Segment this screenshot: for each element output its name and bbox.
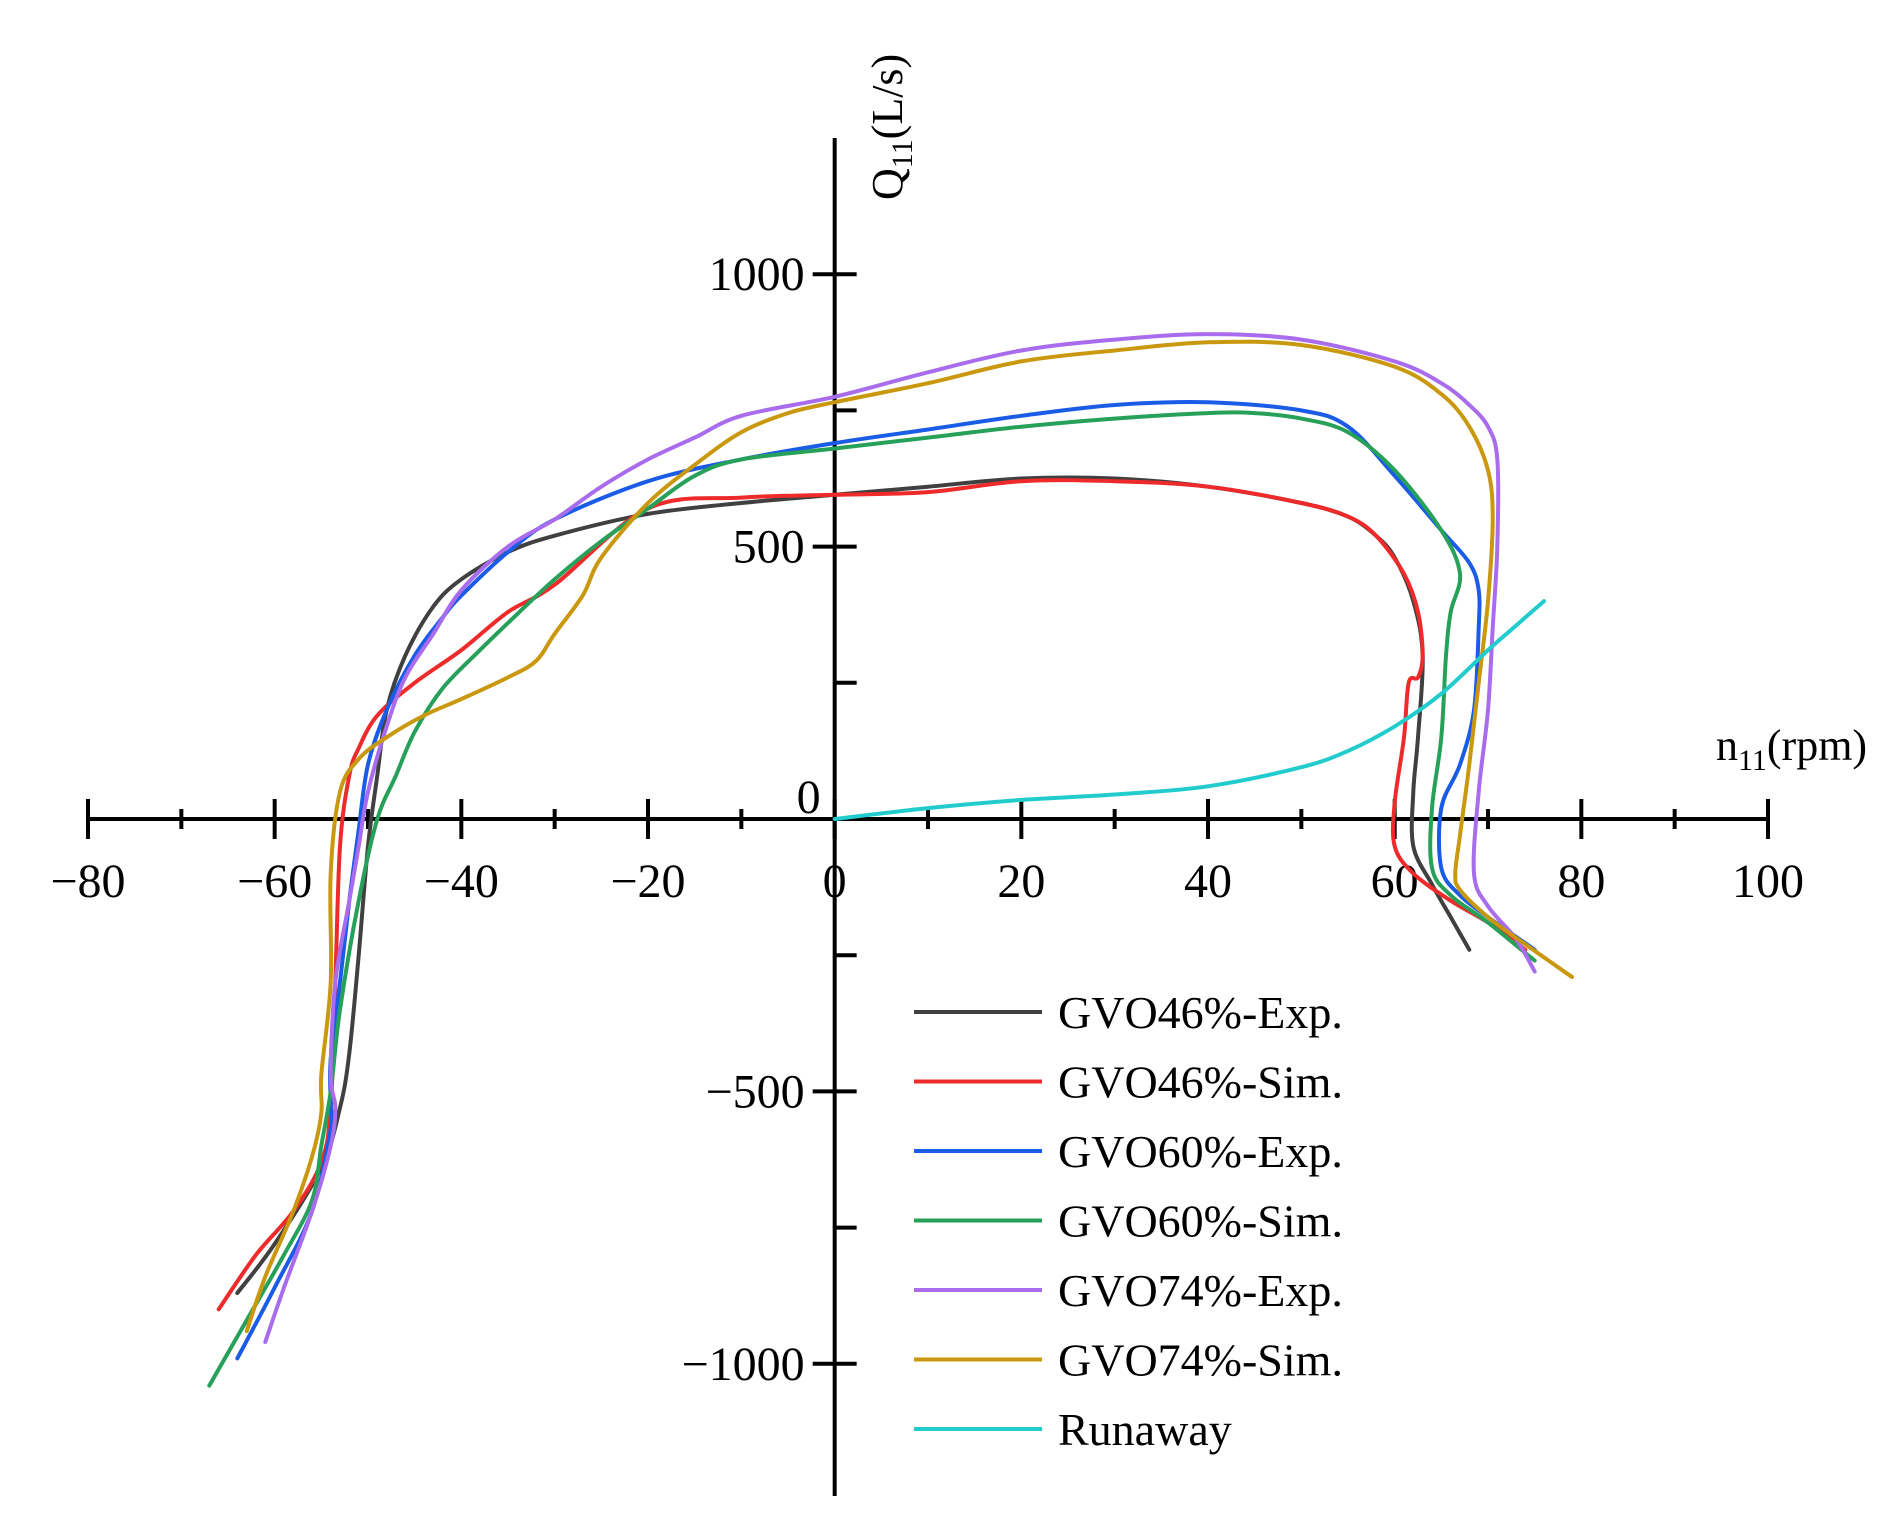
legend-label-gvo60-sim: GVO60%-Sim. bbox=[1058, 1196, 1343, 1247]
ticks: −80 −60 −40 −20 0 20 40 60 80 100 −1000 −500 0 500 100… bbox=[50, 248, 1804, 1391]
y-axis-title-subscript: 11 bbox=[886, 139, 919, 168]
x-tick-label: 80 bbox=[1557, 855, 1605, 908]
x-axis-title-unit: (rpm) bbox=[1767, 721, 1867, 770]
x-tick-label: −20 bbox=[610, 855, 685, 908]
series-line-gvo46-sim bbox=[216, 478, 1528, 1312]
series-layer bbox=[207, 332, 1574, 1388]
x-tick-label: −60 bbox=[237, 855, 312, 908]
legend: GVO46%-Exp. GVO46%-Sim. GVO60%-Exp. GVO60%-… bbox=[914, 987, 1343, 1455]
series-line-runaway bbox=[832, 599, 1546, 821]
legend-label-gvo60-exp: GVO60%-Exp. bbox=[1058, 1126, 1343, 1177]
x-tick-label: −80 bbox=[50, 855, 125, 908]
y-tick-label: 1000 bbox=[709, 248, 805, 301]
y-tick-label: 0 bbox=[797, 771, 821, 824]
x-axis-title-subscript: 11 bbox=[1738, 744, 1767, 777]
legend-label-gvo46-exp: GVO46%-Exp. bbox=[1058, 987, 1343, 1038]
y-axis-title-unit: (L/s) bbox=[863, 54, 912, 140]
legend-label-gvo46-sim: GVO46%-Sim. bbox=[1058, 1057, 1343, 1108]
series-line-gvo74-exp bbox=[263, 332, 1537, 1344]
x-tick-label: 100 bbox=[1732, 855, 1804, 908]
y-axis-title: Q11(L/s) bbox=[863, 54, 919, 200]
x-axis-title-main: n bbox=[1716, 721, 1738, 770]
legend-label-gvo74-exp: GVO74%-Exp. bbox=[1058, 1265, 1343, 1316]
legend-label-gvo74-sim: GVO74%-Sim. bbox=[1058, 1335, 1343, 1386]
y-tick-label: −500 bbox=[706, 1065, 805, 1118]
y-axis-title-main: Q bbox=[863, 168, 912, 200]
x-tick-label: 20 bbox=[997, 855, 1045, 908]
x-axis-title: n11(rpm) bbox=[1716, 721, 1867, 777]
series-line-gvo60-exp bbox=[235, 399, 1537, 1361]
x-tick-label: 60 bbox=[1371, 855, 1419, 908]
x-tick-label: 40 bbox=[1184, 855, 1232, 908]
legend-label-runaway: Runaway bbox=[1058, 1404, 1232, 1455]
series-line-gvo74-sim bbox=[244, 339, 1574, 1334]
y-tick-label: 500 bbox=[733, 521, 805, 574]
series-line-gvo60-sim bbox=[207, 410, 1537, 1388]
x-tick-label: 0 bbox=[823, 855, 847, 908]
y-tick-label: −1000 bbox=[682, 1338, 805, 1391]
x-tick-label: −40 bbox=[424, 855, 499, 908]
